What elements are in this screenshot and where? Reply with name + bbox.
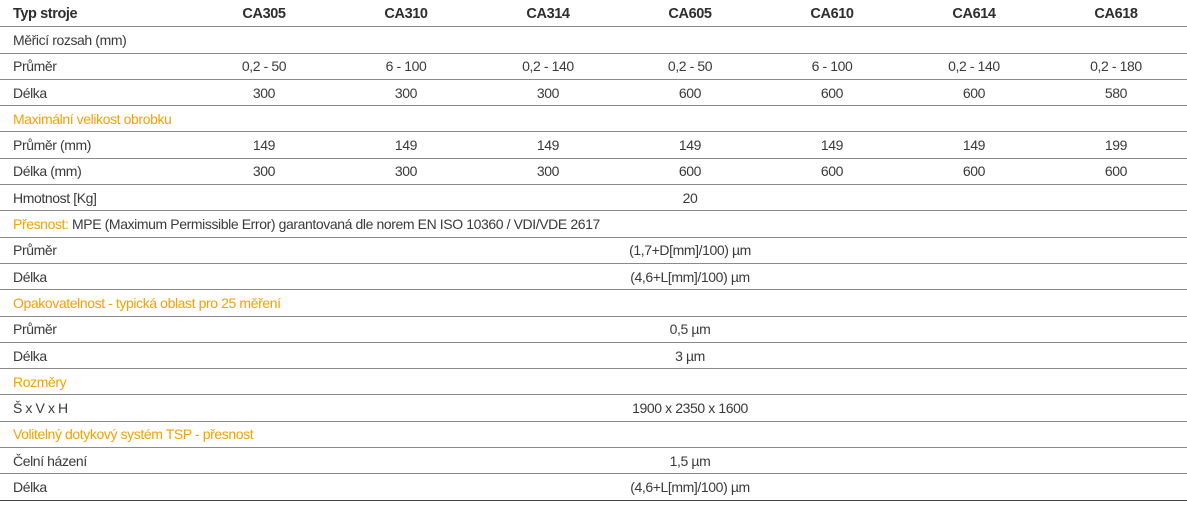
value-cell: 0,2 - 50 [667, 58, 713, 75]
value-cell: 0,2 - 140 [522, 58, 574, 75]
value-cell: 600 [678, 84, 702, 101]
value-cell: 6 - 100 [385, 58, 427, 75]
row-label: Délka [13, 268, 47, 285]
table-row: Délka (4,6+L[mm]/100) µm [0, 264, 1187, 291]
row-label: Měřicí rozsah (mm) [13, 31, 127, 48]
table-row: Délka 300 300 300 600 600 600 580 [0, 80, 1187, 107]
value-cell: 199 [1104, 137, 1128, 154]
value-cell: 149 [536, 137, 560, 154]
section-label: Rozměry [13, 373, 67, 390]
row-label: Délka (mm) [13, 163, 82, 180]
section-row: Přesnost: MPE (Maximum Permissible Error… [0, 211, 1187, 238]
section-label: Volitelný dotykový systém TSP - přesnost [13, 426, 254, 443]
shared-value-cell: (1,7+D[mm]/100) µm [629, 242, 751, 259]
value-cell: 300 [252, 84, 276, 101]
table-row: Délka (4,6+L[mm]/100) µm [0, 474, 1187, 501]
value-cell: 0,2 - 50 [241, 58, 287, 75]
shared-value-cell: (4,6+L[mm]/100) µm [630, 478, 750, 495]
table-row: Hmotnost [Kg] 20 [0, 185, 1187, 212]
header-row: Typ stroje CA305 CA310 CA314 CA605 CA610… [0, 1, 1187, 28]
row-label: Průměr (mm) [13, 137, 92, 154]
section-title: Opakovatelnost - typická oblast pro 25 m… [0, 295, 1187, 311]
section-row: Rozměry [0, 369, 1187, 396]
value-cell: 300 [394, 163, 418, 180]
header-label: Typ stroje [13, 5, 78, 22]
value-cell: 149 [394, 137, 418, 154]
section-label: Přesnost: [13, 216, 69, 233]
model-header: CA610 [810, 5, 854, 22]
table-row: Délka 3 µm [0, 343, 1187, 370]
value-cell: 0,2 - 140 [948, 58, 1000, 75]
value-cell: 600 [678, 163, 702, 180]
value-cell: 149 [820, 137, 844, 154]
model-header: CA314 [526, 5, 570, 22]
value-cell: 149 [962, 137, 986, 154]
table-row: Délka (mm) 300 300 300 600 600 600 600 [0, 159, 1187, 186]
shared-value-cell: 1,5 µm [669, 452, 711, 469]
model-header: CA614 [952, 5, 996, 22]
value-cell: 300 [252, 163, 276, 180]
value-cell: 580 [1104, 84, 1128, 101]
value-cell: 300 [536, 84, 560, 101]
section-title: Přesnost: MPE (Maximum Permissible Error… [0, 216, 1187, 232]
value-cell: 600 [1104, 163, 1128, 180]
row-label: Délka [13, 347, 47, 364]
value-cell: 600 [820, 163, 844, 180]
section-row: Volitelný dotykový systém TSP - přesnost [0, 422, 1187, 449]
value-cell: 149 [678, 137, 702, 154]
shared-value-cell: 20 [682, 189, 698, 206]
value-cell: 600 [962, 84, 986, 101]
row-label: Průměr [13, 242, 57, 259]
shared-value-cell: 1900 x 2350 x 1600 [632, 400, 748, 417]
table-row: Měřicí rozsah (mm) [0, 27, 1187, 54]
shared-value-cell: (4,6+L[mm]/100) µm [630, 268, 750, 285]
section-row: Opakovatelnost - typická oblast pro 25 m… [0, 290, 1187, 317]
table-row: Čelní házení 1,5 µm [0, 448, 1187, 475]
table-row: Průměr 0,2 - 50 6 - 100 0,2 - 140 0,2 - 50 6 … [0, 54, 1187, 80]
table-row: Š x V x H 1900 x 2350 x 1600 [0, 395, 1187, 422]
table-row: Průměr 0,5 µm [0, 317, 1187, 343]
value-cell: 600 [820, 84, 844, 101]
row-label: Průměr [13, 321, 57, 338]
model-header: CA305 [242, 5, 286, 22]
shared-value-cell: 0,5 µm [669, 321, 711, 338]
value-cell: 149 [252, 137, 276, 154]
row-label: Délka [13, 478, 47, 495]
row-label: Průměr [13, 58, 57, 75]
row-label: Š x V x H [13, 400, 68, 417]
value-cell: 600 [962, 163, 986, 180]
value-cell: 0,2 - 180 [1090, 58, 1142, 75]
section-row: Maximální velikost obrobku [0, 106, 1187, 133]
table-row: Průměr (1,7+D[mm]/100) µm [0, 238, 1187, 264]
row-label: Délka [13, 84, 47, 101]
table-row: Průměr (mm) 149 149 149 149 149 149 199 [0, 132, 1187, 159]
value-cell: 6 - 100 [811, 58, 853, 75]
value-cell: 300 [536, 163, 560, 180]
section-title: Volitelný dotykový systém TSP - přesnost [0, 426, 1187, 442]
row-label: Čelní házení [13, 452, 87, 469]
model-header: CA605 [668, 5, 712, 22]
section-title: Maximální velikost obrobku [0, 111, 1187, 127]
row-label: Hmotnost [Kg] [13, 189, 97, 206]
section-label: Opakovatelnost - typická oblast pro 25 m… [13, 294, 281, 311]
section-label: Maximální velikost obrobku [13, 110, 172, 127]
model-header: CA618 [1094, 5, 1138, 22]
shared-value-cell: 3 µm [675, 347, 705, 364]
model-header: CA310 [384, 5, 428, 22]
value-cell: 300 [394, 84, 418, 101]
spec-table: Typ stroje CA305 CA310 CA314 CA605 CA610… [0, 1, 1187, 501]
section-title: Rozměry [0, 374, 1187, 390]
section-note: MPE (Maximum Permissible Error) garantov… [72, 216, 600, 233]
